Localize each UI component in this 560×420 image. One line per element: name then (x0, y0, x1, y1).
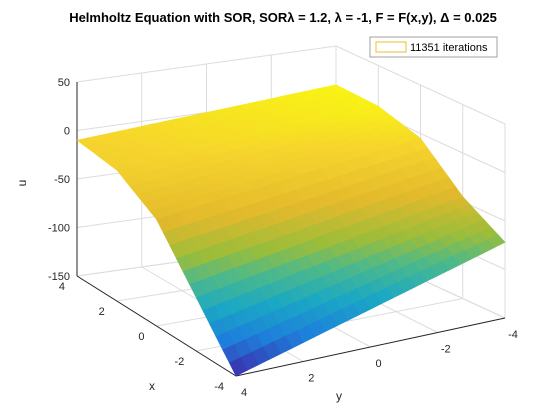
y-tick-label: 2 (308, 373, 314, 385)
x-axis-label: x (149, 379, 155, 393)
z-tick-label: 0 (64, 126, 70, 138)
z-tick-label: -50 (54, 174, 70, 186)
legend-swatch (375, 41, 407, 53)
x-tick-label: -4 (214, 381, 224, 393)
z-tick-label: 50 (58, 77, 70, 89)
x-tick-label: 4 (59, 281, 65, 293)
y-tick-labels: 4 2 0 -2 -4 (241, 329, 518, 399)
chart-title: Helmholtz Equation with SOR, SORλ = 1.2,… (69, 10, 497, 25)
surface-patch (228, 357, 248, 377)
x-tick-label: 0 (138, 331, 144, 343)
x-tick-labels: 4 2 0 -2 -4 (59, 281, 224, 393)
legend: 11351 iterations (369, 36, 498, 58)
x-tick-label: -2 (174, 356, 184, 368)
y-axis-label: y (336, 389, 342, 403)
y-axis-line (235, 317, 506, 377)
z-tick-labels: 50 0 -50 -100 -150 (48, 77, 70, 283)
y-tick-label: -4 (508, 329, 518, 341)
y-tick-label: -2 (441, 344, 451, 356)
legend-label: 11351 iterations (410, 42, 488, 54)
y-tick-label: 0 (375, 358, 381, 370)
z-axis-label: u (15, 180, 29, 187)
y-tick-label: 4 (241, 387, 247, 399)
x-axis-line (76, 275, 237, 377)
z-tick-label: -100 (48, 223, 70, 235)
surface-plot (76, 84, 506, 377)
x-tick-label: 2 (99, 306, 105, 318)
z-tick-label: -150 (48, 271, 70, 283)
